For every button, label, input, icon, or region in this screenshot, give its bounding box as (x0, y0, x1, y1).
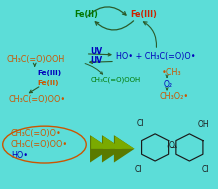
Text: CH₃O₂•: CH₃O₂• (159, 92, 189, 101)
Text: O₂: O₂ (164, 80, 173, 89)
Text: O: O (169, 141, 174, 150)
Text: •CH₃: •CH₃ (162, 68, 181, 77)
Text: CH₃C(=O)OOH: CH₃C(=O)OOH (91, 77, 141, 83)
Text: CH₃C(=O)O•: CH₃C(=O)O• (11, 129, 62, 138)
Text: HO•: HO• (11, 151, 28, 160)
Text: CH₃C(=O)OO•: CH₃C(=O)OO• (11, 140, 68, 149)
Text: UV: UV (90, 56, 102, 65)
Text: Cl: Cl (135, 165, 142, 174)
Text: HO• + CH₃C(=O)O•: HO• + CH₃C(=O)O• (116, 52, 196, 61)
Text: Fe(II): Fe(II) (74, 10, 98, 19)
Polygon shape (91, 136, 111, 149)
Text: CH₃C(=O)OOH: CH₃C(=O)OOH (7, 55, 65, 64)
Text: CH₃C(=O)OO•: CH₃C(=O)OO• (9, 95, 66, 104)
Text: UV: UV (90, 46, 102, 56)
Polygon shape (103, 136, 123, 149)
Polygon shape (115, 136, 135, 149)
Text: Cl: Cl (136, 119, 144, 128)
Text: Fe(III): Fe(III) (130, 10, 157, 19)
Text: OH: OH (198, 120, 210, 129)
Polygon shape (90, 135, 111, 163)
Polygon shape (114, 135, 135, 163)
Text: Fe(III): Fe(III) (37, 70, 61, 76)
Text: Cl: Cl (201, 165, 209, 174)
Text: Fe(II): Fe(II) (37, 80, 58, 86)
Polygon shape (102, 135, 123, 163)
